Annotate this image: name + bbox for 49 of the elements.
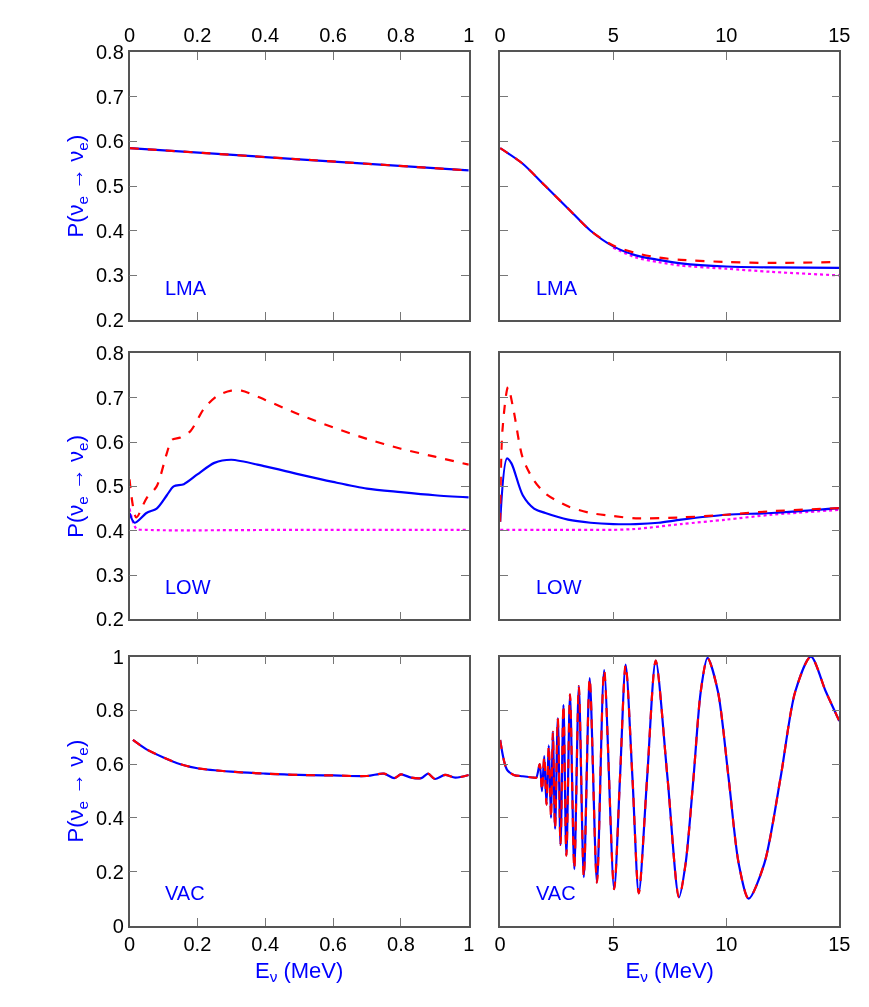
line-series	[129, 389, 469, 519]
annotation: LMA	[536, 277, 578, 299]
x-tick-label: 0	[494, 933, 506, 956]
annotation: LOW	[165, 576, 211, 598]
annotation: LMA	[165, 277, 207, 299]
y-tick-label: 0.7	[95, 386, 124, 409]
y-tick-label: 0.3	[95, 264, 124, 287]
x-tick-label: 15	[828, 933, 851, 956]
y-tick-label: 0.7	[95, 85, 124, 108]
x-tick-label: 0.2	[183, 24, 212, 47]
x-axis-title: E$_{ν}$ (MeV)	[254, 957, 344, 986]
y-tick-label: 0.2	[95, 860, 124, 883]
y-tick-label: 0	[112, 914, 124, 937]
x-tick-label: 10	[715, 24, 738, 47]
x-tick-label: 0.6	[319, 933, 347, 956]
y-tick-label: 0.6	[95, 431, 124, 454]
x-tick-label: 1	[463, 24, 475, 47]
y-tick-label: 0.6	[95, 130, 124, 153]
line-series	[131, 738, 469, 781]
x-tick-label: 10	[715, 933, 738, 956]
y-tick-label: 0.4	[95, 806, 124, 829]
y-tick-label: 0.6	[95, 753, 124, 776]
y-tick-label: 0.8	[95, 342, 124, 365]
y-tick-label: 0.2	[95, 608, 124, 631]
annotation: LOW	[536, 576, 582, 598]
x-tick-label: 0.8	[387, 933, 415, 956]
y-tick-label: 0.5	[95, 475, 124, 498]
y-tick-label: 0.4	[95, 219, 124, 242]
y-tick-label: 0.2	[95, 309, 124, 332]
y-tick-label: 0.8	[95, 699, 124, 722]
y-tick-label: 1	[112, 645, 124, 668]
x-tick-label: 0.4	[251, 24, 280, 47]
x-tick-label: 15	[828, 24, 851, 47]
annotation: VAC	[165, 882, 205, 904]
x-tick-label: 5	[607, 24, 619, 47]
x-tick-label: 0.8	[387, 24, 415, 47]
x-tick-label: 1	[463, 933, 475, 956]
y-tick-label: 0.4	[95, 519, 124, 542]
x-tick-label: 0	[494, 24, 506, 47]
line-series	[129, 458, 469, 524]
x-tick-label: 0.4	[251, 933, 280, 956]
annotation: VAC	[536, 882, 576, 904]
x-tick-label: 0.6	[319, 24, 347, 47]
x-tick-label: 0.2	[183, 933, 212, 956]
y-tick-label: 0.3	[95, 564, 124, 587]
x-tick-label: 5	[607, 933, 619, 956]
x-axis-title: E$_{ν}$ (MeV)	[625, 957, 714, 986]
y-tick-label: 0.5	[95, 175, 124, 198]
y-tick-label: 0.8	[95, 41, 124, 64]
